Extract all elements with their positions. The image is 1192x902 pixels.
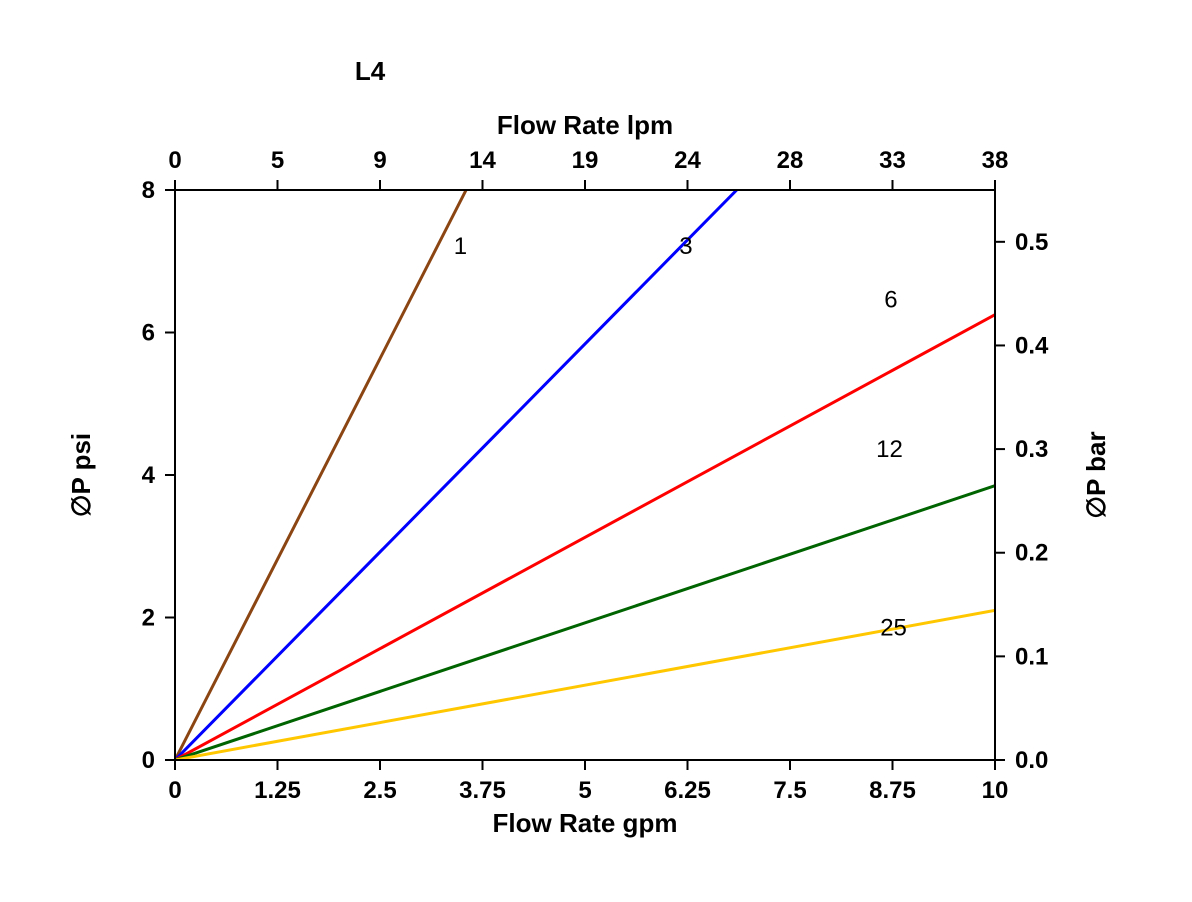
chart-container: 01.252.53.7556.257.58.751005914192428333…	[0, 0, 1192, 902]
y-left-label: ∅P psi	[66, 433, 96, 517]
y-right-label: ∅P bar	[1081, 431, 1111, 518]
x-bottom-label: Flow Rate gpm	[493, 808, 678, 838]
y-left-tick-label: 2	[142, 605, 155, 632]
series-label-25: 25	[880, 614, 907, 641]
x-bottom-tick-label: 5	[578, 777, 591, 804]
y-left-tick-label: 4	[142, 462, 156, 489]
x-bottom-tick-label: 7.5	[773, 777, 806, 804]
x-bottom-tick-label: 0	[168, 777, 181, 804]
x-bottom-tick-label: 8.75	[869, 777, 916, 804]
y-left-tick-label: 8	[142, 177, 155, 204]
x-bottom-tick-label: 2.5	[363, 777, 396, 804]
series-label-6: 6	[884, 287, 897, 314]
x-top-tick-label: 19	[572, 147, 599, 174]
y-right-tick-label: 0.3	[1015, 436, 1048, 463]
chart-svg: 01.252.53.7556.257.58.751005914192428333…	[0, 0, 1192, 902]
y-left-tick-label: 6	[142, 320, 155, 347]
x-top-tick-label: 0	[168, 147, 181, 174]
x-top-tick-label: 9	[373, 147, 386, 174]
y-right-tick-label: 0.0	[1015, 747, 1048, 774]
plot-area	[175, 190, 995, 760]
x-top-tick-label: 14	[469, 147, 496, 174]
x-bottom-tick-label: 3.75	[459, 777, 506, 804]
series-label-12: 12	[876, 436, 903, 463]
y-left-tick-label: 0	[142, 747, 155, 774]
y-right-tick-label: 0.5	[1015, 229, 1048, 256]
x-bottom-tick-label: 1.25	[254, 777, 301, 804]
x-top-tick-label: 24	[674, 147, 701, 174]
x-top-tick-label: 28	[777, 147, 804, 174]
chart-title: L4	[355, 56, 386, 86]
x-bottom-tick-label: 10	[982, 777, 1009, 804]
x-top-tick-label: 5	[271, 147, 284, 174]
y-right-tick-label: 0.1	[1015, 643, 1048, 670]
series-label-1: 1	[454, 233, 467, 260]
y-right-tick-label: 0.2	[1015, 540, 1048, 567]
x-bottom-tick-label: 6.25	[664, 777, 711, 804]
x-top-tick-label: 38	[982, 147, 1009, 174]
y-right-tick-label: 0.4	[1015, 332, 1049, 359]
x-top-label: Flow Rate lpm	[497, 110, 673, 140]
series-label-3: 3	[679, 233, 692, 260]
x-top-tick-label: 33	[879, 147, 906, 174]
